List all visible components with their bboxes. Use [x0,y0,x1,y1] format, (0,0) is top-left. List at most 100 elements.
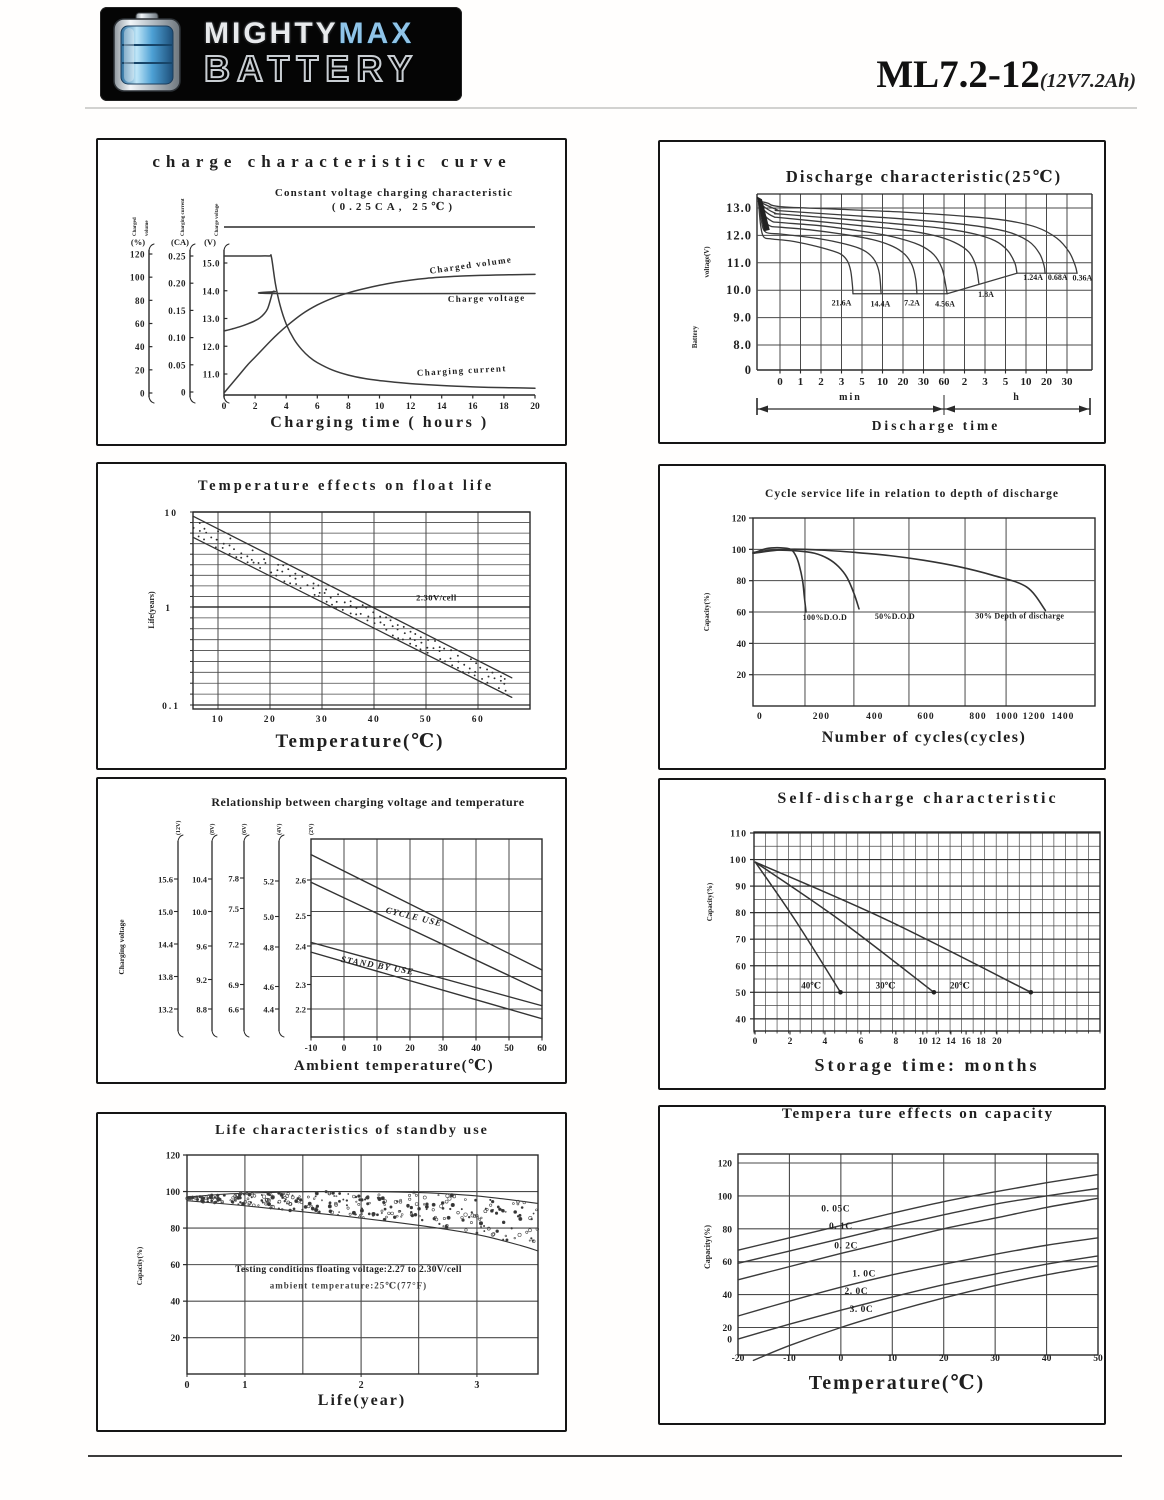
svg-text:Cycle service life in relation: Cycle service life in relation to depth … [765,488,1059,500]
svg-text:9.6: 9.6 [196,942,207,952]
svg-text:1.24A: 1.24A [1023,273,1043,282]
svg-text:80: 80 [723,1225,733,1235]
svg-text:80: 80 [737,577,747,587]
svg-text:Capacity(%): Capacity(%) [703,1225,712,1269]
svg-text:120: 120 [130,250,145,260]
svg-text:10: 10 [375,402,385,412]
svg-text:3. 0C: 3. 0C [850,1305,874,1315]
svg-text:100: 100 [166,1188,181,1198]
svg-text:6: 6 [859,1037,864,1047]
svg-text:STAND BY USE: STAND BY USE [340,954,415,977]
svg-text:Number of cycles(cycles): Number of cycles(cycles) [822,729,1027,746]
svg-text:120: 120 [718,1160,733,1170]
svg-text:100: 100 [730,856,747,866]
battery-icon [113,12,181,92]
svg-text:11.0: 11.0 [203,370,220,380]
svg-text:10: 10 [165,509,179,519]
svg-text:10: 10 [372,1044,382,1054]
svg-text:7.5: 7.5 [228,904,239,914]
charging-voltage-temperature-chart: Relationship between charging voltage an… [117,795,547,1074]
svg-text:2.2: 2.2 [295,1005,306,1015]
svg-text:10: 10 [1021,376,1033,388]
svg-text:9.0: 9.0 [733,311,752,325]
svg-text:0.68A: 0.68A [1048,273,1068,282]
svg-text:30: 30 [316,715,329,725]
svg-text:Charging voltage: Charging voltage [117,919,126,975]
svg-text:Charged: Charged [133,217,138,236]
svg-text:7.8: 7.8 [228,874,239,884]
svg-text:30: 30 [990,1354,1000,1364]
svg-text:4: 4 [823,1037,828,1047]
svg-text:1: 1 [165,604,172,614]
svg-text:30: 30 [438,1044,448,1054]
brand-logo: MIGHTYMAX BATTERY [100,7,462,101]
svg-text:Discharge time: Discharge time [872,418,1001,433]
svg-text:4.6: 4.6 [263,982,274,992]
svg-text:8: 8 [346,402,351,412]
svg-text:(6V): (6V) [241,824,248,835]
panel-self-discharge: Self-discharge characteristic 110 100 90 80 7… [658,778,1106,1090]
svg-text:50%D.O.D: 50%D.O.D [875,612,915,621]
svg-text:0: 0 [745,363,752,377]
svg-text:0. 1C: 0. 1C [829,1222,853,1232]
svg-text:Storage time: months: Storage time: months [815,1055,1040,1075]
svg-text:0.10: 0.10 [168,333,186,343]
svg-text:Life(years): Life(years) [147,591,156,629]
svg-text:40: 40 [1042,1354,1052,1364]
svg-text:charge characteristic curve: charge characteristic curve [152,152,511,171]
svg-text:4: 4 [284,402,289,412]
svg-text:0: 0 [185,1380,190,1391]
svg-text:40: 40 [737,640,747,650]
svg-text:2: 2 [818,376,824,388]
svg-text:12.0: 12.0 [202,342,220,352]
svg-text:5.2: 5.2 [263,877,274,887]
svg-text:Charge voltage: Charge voltage [448,293,526,304]
svg-text:60: 60 [135,319,145,329]
svg-text:0: 0 [222,402,227,412]
svg-text:20℃: 20℃ [950,980,970,990]
svg-text:20: 20 [264,715,277,725]
svg-text:50: 50 [420,715,433,725]
brand-text: MIGHTYMAX BATTERY [203,19,454,89]
svg-text:10: 10 [212,715,225,725]
brand-word-battery: BATTERY [203,48,419,89]
svg-text:0.1: 0.1 [162,702,180,712]
svg-text:10: 10 [888,1354,898,1364]
svg-text:5: 5 [1003,376,1009,388]
svg-text:8.8: 8.8 [196,1005,207,1015]
svg-text:(V): (V) [204,237,216,247]
svg-text:2: 2 [359,1380,364,1391]
svg-text:20: 20 [1041,376,1053,388]
svg-text:400: 400 [866,712,883,722]
svg-text:90: 90 [736,883,748,893]
svg-text:20: 20 [939,1354,949,1364]
svg-text:0: 0 [342,1044,347,1054]
svg-text:0: 0 [753,1037,758,1047]
svg-text:40: 40 [736,1015,748,1025]
svg-text:10: 10 [918,1037,928,1047]
svg-text:14.4A: 14.4A [871,300,891,309]
svg-text:100: 100 [130,273,145,283]
svg-text:voltage(V): voltage(V) [703,246,711,278]
svg-text:20: 20 [737,671,747,681]
svg-text:0.20: 0.20 [168,279,186,289]
svg-text:2: 2 [962,376,968,388]
svg-text:4.56A: 4.56A [935,300,955,309]
svg-text:Charge voltage: Charge voltage [215,203,220,236]
svg-text:15.0: 15.0 [202,259,220,269]
svg-text:Testing conditions floating vo: Testing conditions floating voltage:2.27… [235,1265,462,1275]
svg-text:4.8: 4.8 [263,943,274,953]
svg-text:20: 20 [135,365,145,375]
svg-text:1: 1 [242,1380,247,1391]
svg-text:0.15: 0.15 [168,306,186,316]
panel-discharge-characteristic: Discharge characteristic(25℃) 13.0 12.0 11.… [658,140,1106,444]
svg-text:10.0: 10.0 [192,907,207,917]
svg-text:60: 60 [723,1258,733,1268]
svg-text:80: 80 [736,909,748,919]
svg-text:0: 0 [181,388,186,398]
svg-text:8.0: 8.0 [733,338,752,352]
svg-text:13.0: 13.0 [202,314,220,324]
svg-text:8: 8 [893,1037,898,1047]
svg-text:1. 0C: 1. 0C [852,1270,876,1280]
